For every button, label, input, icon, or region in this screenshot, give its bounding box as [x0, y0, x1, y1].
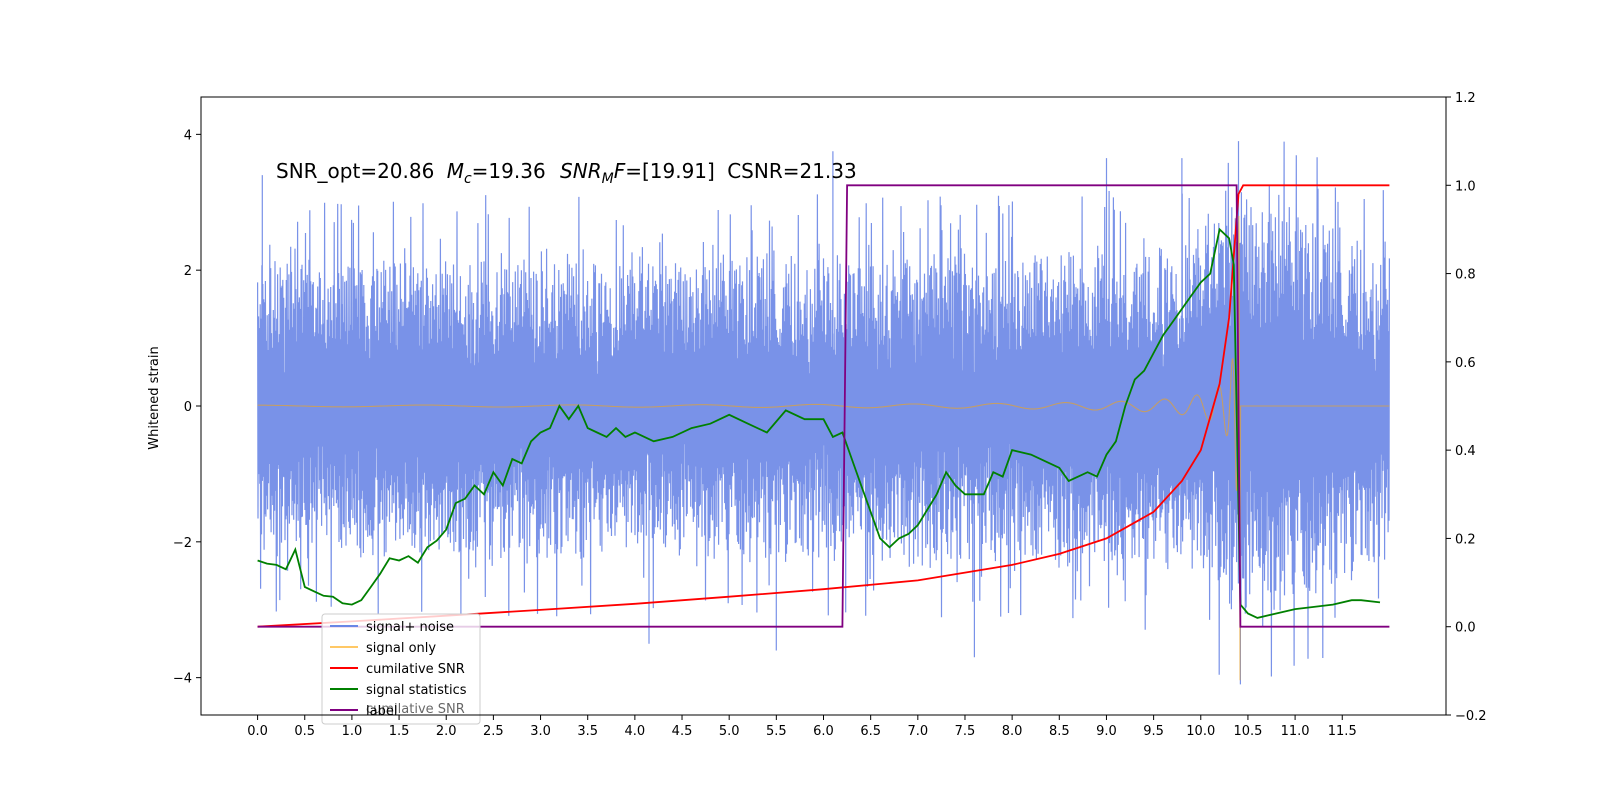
- legend-entry-label: signal+ noise: [366, 620, 454, 635]
- x-tick-label: 10.0: [1186, 724, 1215, 739]
- x-tick-label: 7.0: [907, 724, 928, 739]
- legend: cumilative SNR signal+ noise signal only cu…: [321, 613, 481, 725]
- x-tick-label: 2.0: [436, 724, 457, 739]
- y-right-tick-label: 0.8: [1455, 268, 1476, 283]
- x-tick-label: 11.5: [1328, 724, 1357, 739]
- y-left-tick-label: 4: [184, 128, 192, 143]
- x-tick-label: 9.5: [1143, 724, 1164, 739]
- mc-symbol: M: [447, 159, 464, 183]
- x-tick-label: 10.5: [1233, 724, 1262, 739]
- y-axis-left-label: Whitened strain: [147, 346, 162, 449]
- legend-entry-label: cumilative SNR: [366, 662, 465, 677]
- series-signal-statistics: [257, 227, 1381, 619]
- snr-annotation: SNR_opt=20.86 Mc=19.36 SNRMF=[19.91] CSN…: [276, 159, 857, 187]
- y-left-tick-label: 2: [184, 264, 192, 279]
- y-right-tick-label: 0.0: [1455, 621, 1476, 636]
- x-tick-label: 4.5: [672, 724, 693, 739]
- y-left-tick-label: 0: [184, 400, 192, 415]
- x-tick-label: 11.0: [1281, 724, 1310, 739]
- x-tick-label: 0.0: [247, 724, 268, 739]
- x-tick-label: 6.0: [813, 724, 834, 739]
- x-tick-label: 2.5: [483, 724, 504, 739]
- legend-ghost-text: cumilative SNR: [366, 702, 465, 717]
- x-tick-label: 8.0: [1002, 724, 1023, 739]
- x-tick-label: 5.5: [766, 724, 787, 739]
- legend-entry-label: signal statistics: [366, 683, 467, 698]
- legend-entry-label: signal only: [366, 641, 436, 656]
- x-tick-label: 0.5: [294, 724, 315, 739]
- x-tick-label: 3.5: [577, 724, 598, 739]
- x-tick-label: 7.5: [955, 724, 976, 739]
- snrmf-symbol-f: F: [614, 159, 626, 183]
- x-tick-label: 6.5: [860, 724, 881, 739]
- y-right-tick-label: 1.2: [1455, 91, 1476, 106]
- x-tick-label: 1.5: [389, 724, 410, 739]
- y-left-tick-label: −2: [173, 536, 192, 551]
- y-right-tick-label: 1.0: [1455, 179, 1476, 194]
- x-tick-label: 8.5: [1049, 724, 1070, 739]
- snrmf-value: =[19.91]: [625, 159, 715, 183]
- y-right-tick-label: −0.2: [1455, 709, 1487, 724]
- mc-value: =19.36: [472, 159, 546, 183]
- legend-entry-label: label: [366, 704, 397, 719]
- y-right-tick-label: 0.4: [1455, 444, 1476, 459]
- series-cumulative-snr: [257, 184, 1390, 628]
- x-tick-label: 5.0: [719, 724, 740, 739]
- snrmf-symbol: SNR: [560, 159, 602, 183]
- legend-box: [321, 613, 481, 725]
- series-label: [257, 184, 1390, 628]
- y-right-tick-label: 0.2: [1455, 532, 1476, 547]
- x-tick-label: 3.0: [530, 724, 551, 739]
- mc-subscript: c: [464, 171, 472, 187]
- y-right-tick-label: 0.6: [1455, 356, 1476, 371]
- snrmf-subscript: M: [602, 171, 614, 187]
- plot-area: [257, 141, 1390, 685]
- y-left-tick-label: −4: [173, 672, 192, 687]
- x-tick-label: 9.0: [1096, 724, 1117, 739]
- csnr-label: CSNR=21.33: [727, 159, 857, 183]
- series-signal-only: [257, 215, 1390, 681]
- x-tick-label: 1.0: [342, 724, 363, 739]
- snr-opt-label: SNR_opt=20.86: [276, 159, 434, 183]
- x-tick-label: 4.0: [625, 724, 646, 739]
